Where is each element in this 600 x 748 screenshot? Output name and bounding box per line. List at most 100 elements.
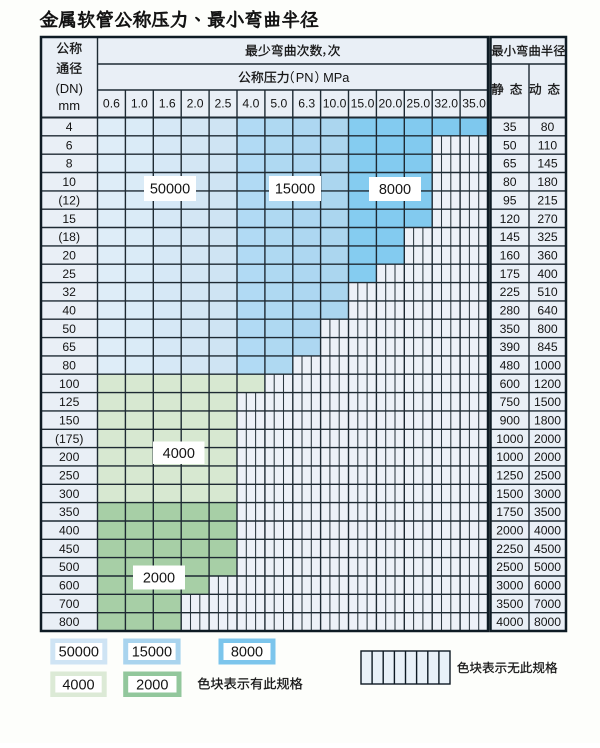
- svg-text:2000: 2000: [143, 571, 175, 587]
- svg-text:2500: 2500: [534, 469, 561, 483]
- svg-text:600: 600: [59, 579, 80, 593]
- svg-text:3500: 3500: [534, 505, 561, 519]
- svg-text:750: 750: [500, 395, 521, 409]
- svg-text:4: 4: [66, 120, 73, 134]
- svg-text:(DN): (DN): [55, 81, 82, 96]
- svg-text:5000: 5000: [534, 560, 561, 574]
- svg-text:15.0: 15.0: [351, 97, 375, 111]
- svg-text:145: 145: [500, 230, 521, 244]
- svg-text:800: 800: [59, 615, 80, 629]
- svg-text:mm: mm: [58, 98, 80, 113]
- svg-text:2.5: 2.5: [215, 97, 232, 111]
- svg-text:PN: PN: [296, 70, 314, 85]
- svg-text:180: 180: [537, 175, 558, 189]
- svg-text:80: 80: [62, 359, 76, 373]
- svg-text:5.0: 5.0: [270, 97, 287, 111]
- svg-text:325: 325: [537, 230, 558, 244]
- svg-text:225: 225: [500, 285, 521, 299]
- svg-text:1250: 1250: [496, 469, 523, 483]
- svg-text:4500: 4500: [534, 542, 561, 556]
- svg-text:400: 400: [537, 267, 558, 281]
- svg-text:MPa: MPa: [323, 70, 350, 85]
- svg-text:360: 360: [537, 248, 558, 262]
- svg-text:215: 215: [537, 193, 558, 207]
- svg-text:80: 80: [541, 120, 555, 134]
- svg-text:15000: 15000: [275, 182, 315, 198]
- svg-text:95: 95: [503, 193, 517, 207]
- svg-text:8000: 8000: [379, 182, 411, 198]
- svg-text:6000: 6000: [534, 579, 561, 593]
- svg-text:50: 50: [62, 322, 76, 336]
- svg-text:6: 6: [66, 138, 73, 152]
- svg-text:20: 20: [62, 248, 76, 262]
- svg-text:2250: 2250: [496, 542, 523, 556]
- svg-text:32.0: 32.0: [434, 97, 458, 111]
- svg-text:110: 110: [538, 138, 558, 152]
- svg-text:450: 450: [59, 542, 80, 556]
- svg-text:2000: 2000: [136, 678, 168, 694]
- svg-text:350: 350: [59, 505, 80, 519]
- svg-text:1.6: 1.6: [159, 97, 176, 111]
- svg-text:1000: 1000: [496, 432, 523, 446]
- svg-text:6.3: 6.3: [298, 97, 315, 111]
- svg-text:1500: 1500: [496, 487, 523, 501]
- svg-text:4000: 4000: [62, 678, 94, 694]
- svg-text:32: 32: [62, 285, 76, 299]
- svg-text:1.0: 1.0: [131, 97, 148, 111]
- svg-text:8000: 8000: [534, 615, 561, 629]
- svg-text:4000: 4000: [496, 615, 523, 629]
- svg-text:(18): (18): [58, 230, 80, 244]
- svg-text:390: 390: [500, 340, 521, 354]
- svg-text:4.0: 4.0: [242, 97, 259, 111]
- svg-text:2000: 2000: [496, 524, 523, 538]
- svg-text:10: 10: [62, 175, 76, 189]
- svg-text:15000: 15000: [132, 645, 172, 661]
- svg-text:510: 510: [537, 285, 558, 299]
- svg-text:35.0: 35.0: [462, 97, 486, 111]
- svg-text:145: 145: [537, 157, 558, 171]
- svg-text:3500: 3500: [496, 597, 523, 611]
- svg-text:25: 25: [62, 267, 76, 281]
- svg-text:4000: 4000: [163, 446, 195, 462]
- svg-text:0.6: 0.6: [103, 97, 120, 111]
- svg-text:300: 300: [59, 487, 80, 501]
- svg-text:2000: 2000: [534, 432, 561, 446]
- svg-text:3000: 3000: [534, 487, 561, 501]
- svg-text:175: 175: [500, 267, 521, 281]
- svg-text:50: 50: [503, 138, 517, 152]
- svg-text:35: 35: [503, 120, 517, 134]
- svg-text:600: 600: [500, 377, 521, 391]
- svg-text:(175): (175): [55, 432, 83, 446]
- svg-text:640: 640: [537, 304, 558, 318]
- svg-text:500: 500: [59, 560, 80, 574]
- svg-text:4000: 4000: [534, 524, 561, 538]
- svg-text:1000: 1000: [496, 450, 523, 464]
- svg-text:1200: 1200: [534, 377, 561, 391]
- svg-text:100: 100: [59, 377, 80, 391]
- svg-text:1000: 1000: [534, 359, 561, 373]
- svg-text:10.0: 10.0: [323, 97, 347, 111]
- svg-text:200: 200: [59, 450, 80, 464]
- svg-text:3000: 3000: [496, 579, 523, 593]
- svg-text:800: 800: [537, 322, 558, 336]
- svg-text:250: 250: [59, 469, 80, 483]
- svg-text:1750: 1750: [496, 505, 523, 519]
- svg-text:40: 40: [62, 304, 76, 318]
- svg-text:160: 160: [500, 248, 521, 262]
- svg-text:350: 350: [500, 322, 521, 336]
- svg-text:1500: 1500: [534, 395, 561, 409]
- svg-text:80: 80: [503, 175, 517, 189]
- svg-text:8: 8: [66, 157, 73, 171]
- svg-text:8000: 8000: [231, 645, 263, 661]
- svg-text:15: 15: [62, 212, 76, 226]
- svg-text:700: 700: [59, 597, 80, 611]
- svg-text:1800: 1800: [534, 414, 561, 428]
- svg-text:20.0: 20.0: [379, 97, 403, 111]
- svg-text:270: 270: [537, 212, 558, 226]
- svg-text:845: 845: [537, 340, 558, 354]
- svg-text:120: 120: [500, 212, 521, 226]
- svg-text:(12): (12): [58, 193, 80, 207]
- svg-text:280: 280: [500, 304, 521, 318]
- svg-text:2.0: 2.0: [187, 97, 204, 111]
- svg-text:150: 150: [59, 414, 80, 428]
